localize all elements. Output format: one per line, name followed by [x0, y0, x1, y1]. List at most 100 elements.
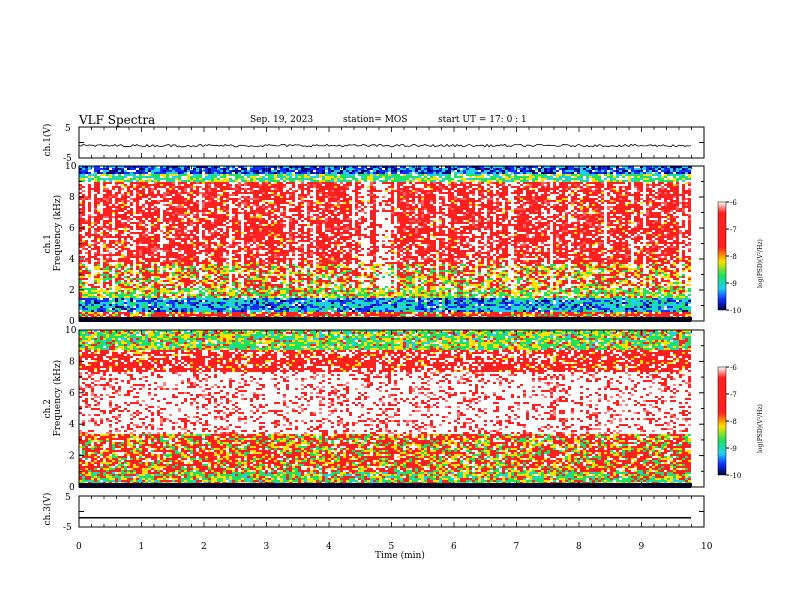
spectro-cell: [247, 296, 250, 298]
spectro-cell: [190, 246, 193, 248]
spectro-cell: [250, 266, 253, 268]
spectro-cell: [268, 242, 271, 244]
spectro-cell: [196, 282, 199, 284]
spectro-cell: [190, 254, 193, 256]
spectro-cell: [160, 300, 163, 302]
spectro-cell: [286, 198, 289, 200]
spectro-cell: [271, 308, 274, 310]
spectro-cell: [259, 188, 262, 190]
spectro-cell: [301, 170, 304, 172]
spectro-cell: [325, 258, 328, 260]
spectro-cell: [256, 198, 259, 200]
spectro-cell: [79, 262, 82, 264]
spectro-cell: [220, 244, 223, 246]
spectro-cell: [265, 304, 268, 306]
spectro-cell: [208, 284, 211, 286]
spectro-cell: [205, 250, 208, 252]
spectro-cell: [289, 280, 292, 282]
spectro-cell: [268, 176, 271, 178]
spectro-cell: [124, 270, 127, 272]
spectro-cell: [154, 304, 157, 306]
spectro-cell: [259, 170, 262, 172]
spectro-cell: [121, 302, 124, 304]
spectro-cell: [184, 280, 187, 282]
spectro-cell: [178, 274, 181, 276]
spectro-cell: [259, 300, 262, 302]
spectro-cell: [112, 310, 115, 312]
spectro-cell: [169, 172, 172, 174]
spectro-cell: [208, 226, 211, 228]
spectro-cell: [292, 238, 295, 240]
spectro-cell: [124, 302, 127, 304]
spectro-cell: [262, 170, 265, 172]
spectro-cell: [232, 278, 235, 280]
spectro-cell: [97, 228, 100, 230]
spectro-cell: [193, 210, 196, 212]
spectro-cell: [190, 198, 193, 200]
spectro-cell: [145, 314, 148, 316]
spectro-cell: [244, 210, 247, 212]
spectro-cell: [286, 190, 289, 192]
spectro-cell: [172, 292, 175, 294]
spectro-cell: [172, 288, 175, 290]
spectro-cell: [118, 276, 121, 278]
spectro-cell: [166, 258, 169, 260]
spectro-cell: [130, 300, 133, 302]
spectro-cell: [283, 168, 286, 170]
spectro-cell: [244, 266, 247, 268]
spectro-cell: [172, 224, 175, 226]
spectro-cell: [124, 282, 127, 284]
spectro-cell: [121, 170, 124, 172]
spectro-cell: [178, 284, 181, 286]
spectro-cell: [211, 266, 214, 268]
spectro-cell: [163, 262, 166, 264]
spectro-cell: [268, 170, 271, 172]
spectro-cell: [211, 200, 214, 202]
spectro-cell: [325, 186, 328, 188]
spectro-cell: [319, 176, 322, 178]
spectro-cell: [145, 240, 148, 242]
spectro-cell: [211, 166, 214, 168]
spectro-cell: [196, 188, 199, 190]
spectro-cell: [196, 236, 199, 238]
spectro-cell: [223, 272, 226, 274]
spectro-cell: [256, 264, 259, 266]
spectro-cell: [298, 272, 301, 274]
spectro-cell: [217, 222, 220, 224]
spectro-cell: [232, 208, 235, 210]
spectro-cell: [292, 198, 295, 200]
spectro-cell: [268, 260, 271, 262]
spectro-cell: [196, 194, 199, 196]
spectro-cell: [139, 194, 142, 196]
spectro-cell: [277, 242, 280, 244]
spectro-cell: [259, 220, 262, 222]
spectro-cell: [82, 236, 85, 238]
spectro-cell: [301, 314, 304, 316]
spectro-cell: [253, 178, 256, 180]
spectro-cell: [88, 236, 91, 238]
spectro-cell: [109, 166, 112, 168]
spectro-cell: [100, 218, 103, 220]
spectro-cell: [139, 240, 142, 242]
spectro-cell: [175, 210, 178, 212]
spectro-cell: [154, 294, 157, 296]
spectro-cell: [139, 178, 142, 180]
spectro-cell: [82, 304, 85, 306]
spectro-cell: [193, 270, 196, 272]
spectro-cell: [217, 258, 220, 260]
spectro-cell: [148, 306, 151, 308]
spectro-cell: [298, 178, 301, 180]
spectro-cell: [211, 290, 214, 292]
spectro-cell: [325, 266, 328, 268]
spectro-cell: [154, 268, 157, 270]
spectro-cell: [283, 250, 286, 252]
spectro-cell: [94, 314, 97, 316]
spectro-cell: [232, 240, 235, 242]
spectro-cell: [217, 298, 220, 300]
spectro-cell: [205, 274, 208, 276]
spectro-cell: [97, 250, 100, 252]
spectro-cell: [136, 218, 139, 220]
spectro-cell: [280, 178, 283, 180]
spectro-cell: [220, 294, 223, 296]
spectro-cell: [280, 288, 283, 290]
